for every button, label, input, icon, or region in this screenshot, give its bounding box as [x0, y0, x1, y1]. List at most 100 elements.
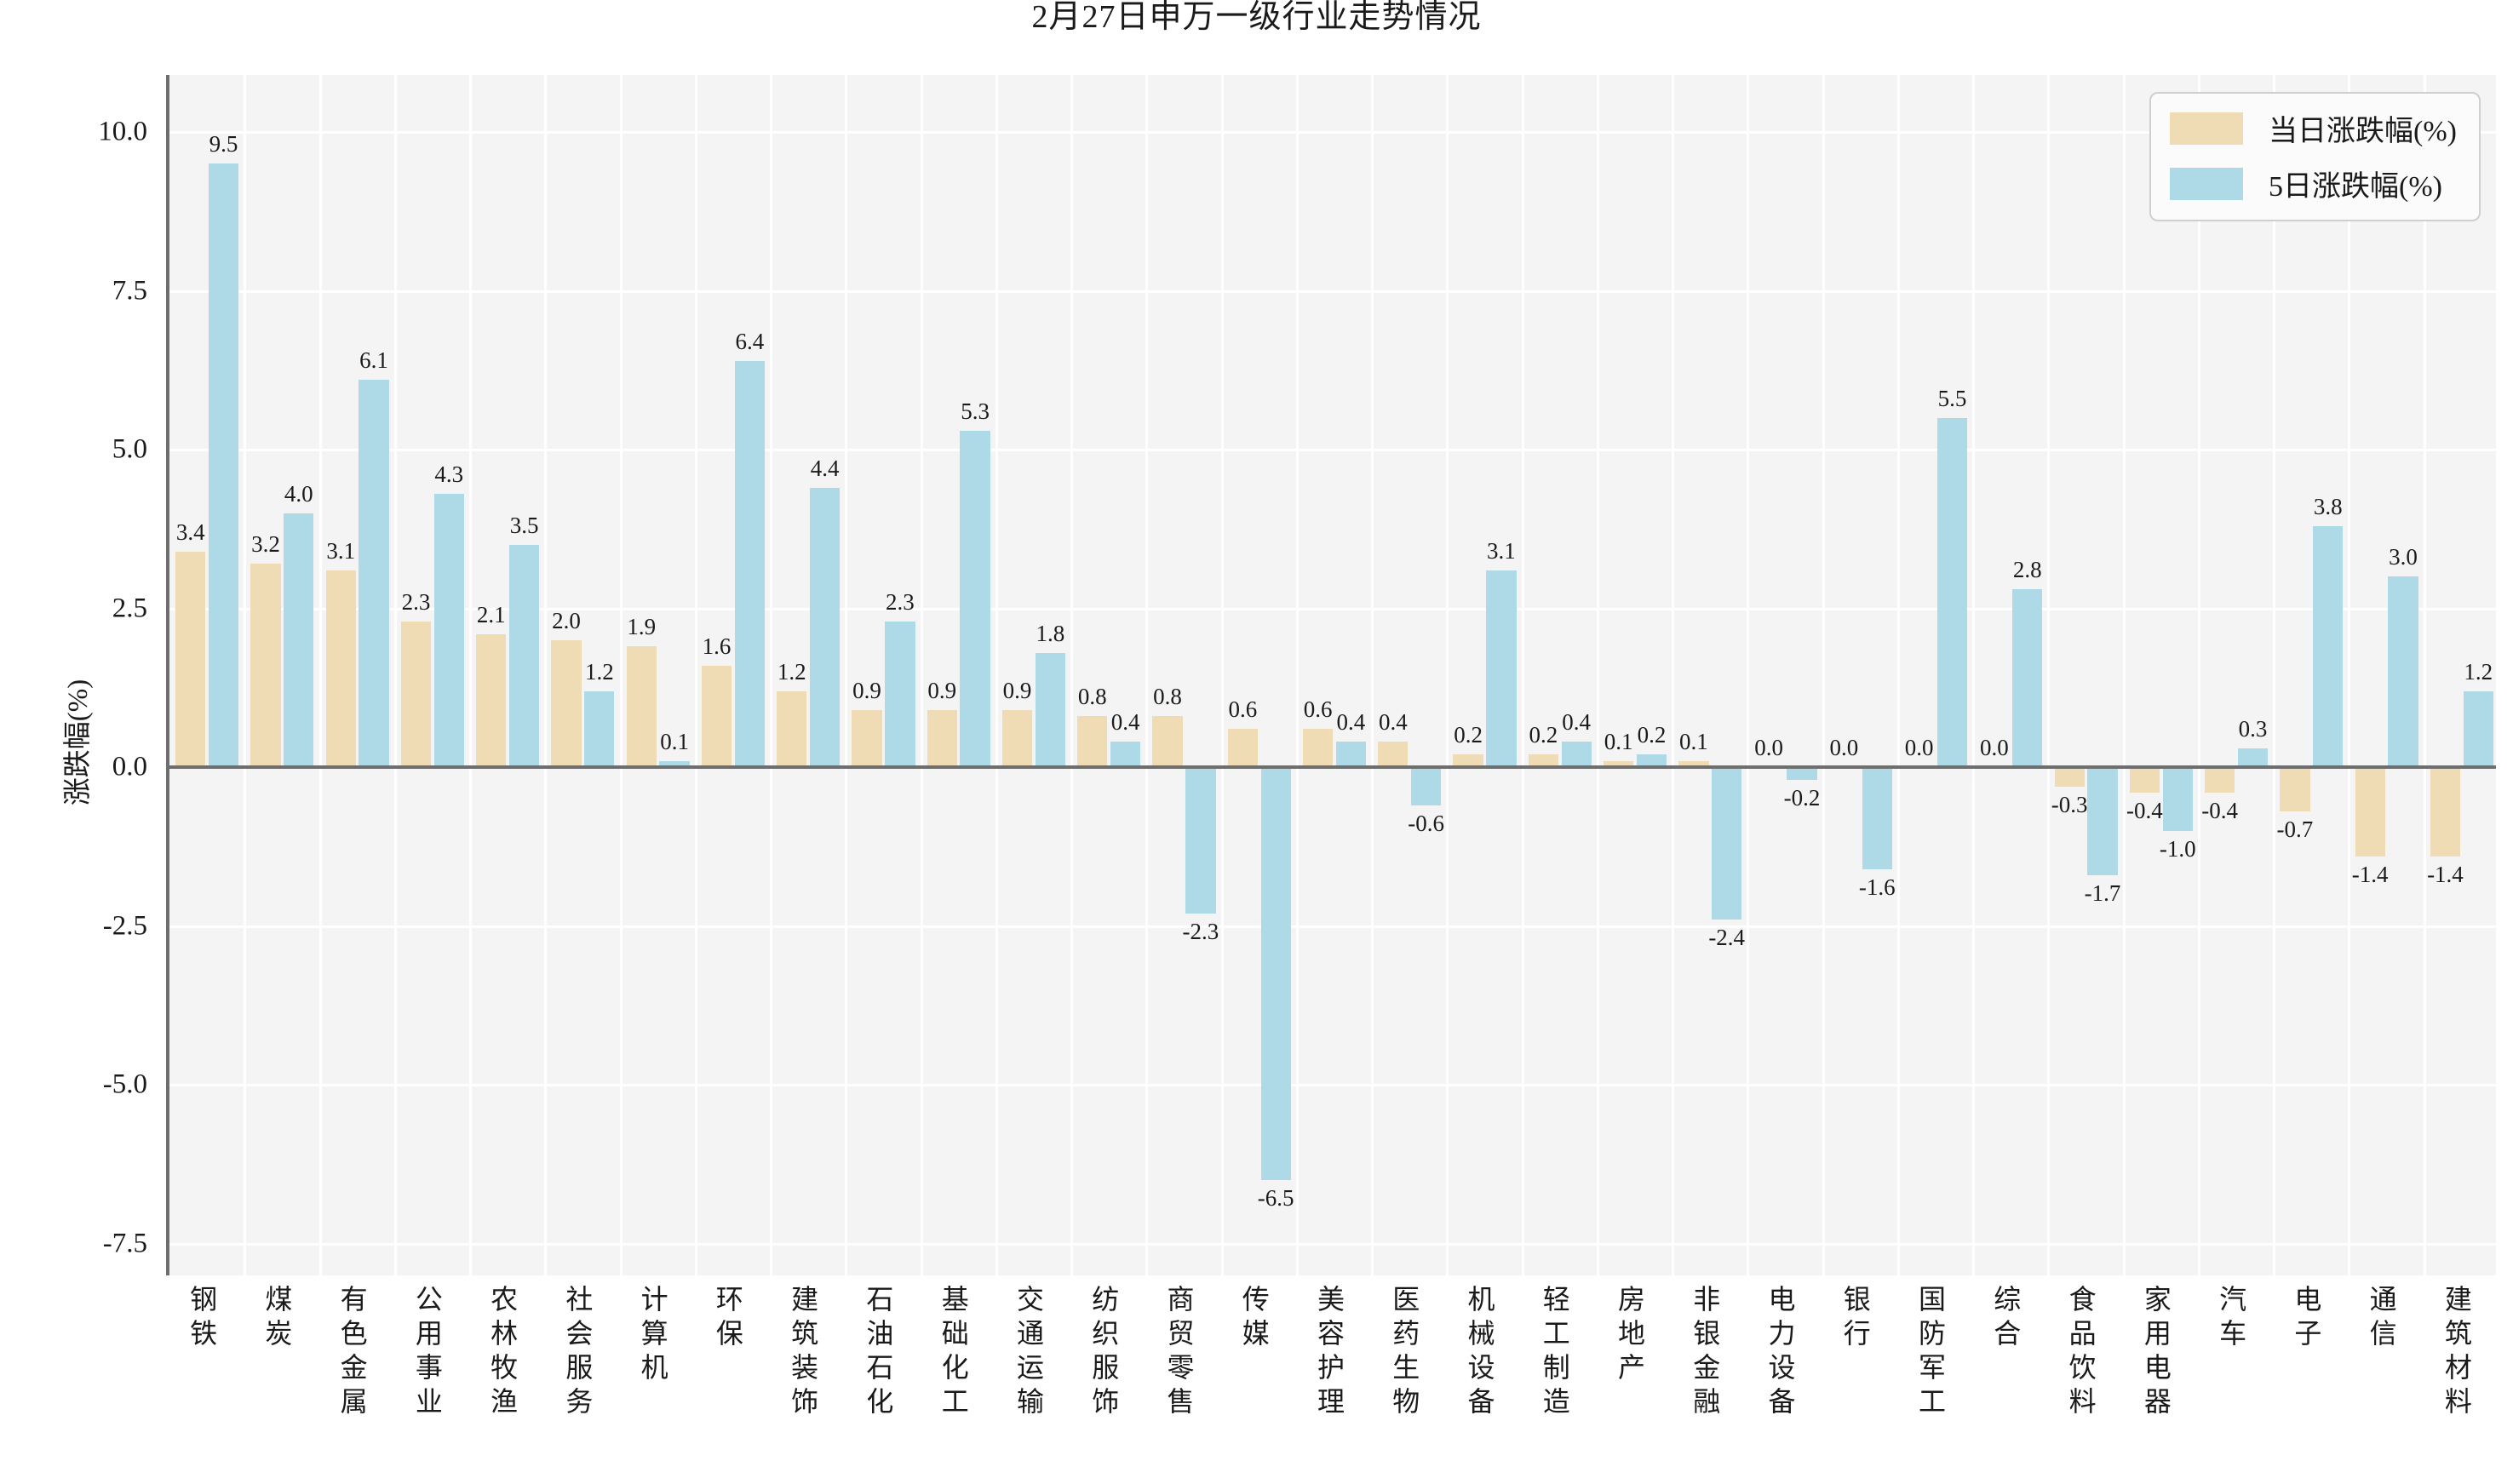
gridline-vertical	[1896, 75, 1900, 1275]
bar-five-day[interactable]	[960, 430, 990, 768]
legend-item-five-day[interactable]: 5日涨跌幅(%)	[2170, 163, 2457, 204]
bar-daily[interactable]	[2205, 767, 2235, 793]
gridline-vertical	[1446, 75, 1449, 1275]
x-tick-label: 石油石化	[866, 1284, 894, 1417]
gridline-vertical	[2348, 75, 2351, 1275]
bar-daily[interactable]	[250, 564, 281, 768]
x-tick-label: 纺织服饰	[1092, 1284, 1120, 1417]
bar-value-label: 3.4	[175, 519, 205, 545]
bar-five-day[interactable]	[2463, 690, 2493, 768]
bar-five-day[interactable]	[2087, 767, 2118, 875]
bar-daily[interactable]	[2129, 767, 2160, 793]
x-tick-label: 商贸零售	[1167, 1284, 1195, 1417]
bar-value-label: -2.3	[1182, 918, 1219, 944]
bar-daily[interactable]	[175, 551, 206, 768]
x-tick-label: 交通运输	[1016, 1284, 1044, 1417]
bar-five-day[interactable]	[2313, 525, 2344, 768]
bar-value-label: -1.4	[2427, 861, 2464, 887]
bar-five-day[interactable]	[1636, 754, 1667, 768]
bar-five-day[interactable]	[734, 360, 765, 768]
bar-five-day[interactable]	[1035, 652, 1066, 768]
legend-label-daily: 当日涨跌幅(%)	[2269, 116, 2457, 147]
bar-daily[interactable]	[1152, 716, 1183, 768]
bar-daily[interactable]	[1001, 710, 1033, 768]
bar-five-day[interactable]	[1486, 570, 1517, 768]
legend-item-daily[interactable]: 当日涨跌幅(%)	[2170, 107, 2457, 149]
bar-daily[interactable]	[626, 646, 657, 768]
x-tick-label: 国防军工	[1919, 1284, 1947, 1417]
bar-daily[interactable]	[927, 710, 957, 768]
bar-five-day[interactable]	[584, 690, 615, 768]
bar-five-day[interactable]	[508, 545, 540, 768]
bar-daily[interactable]	[1678, 760, 1709, 768]
bar-five-day[interactable]	[208, 163, 239, 768]
bar-daily[interactable]	[1378, 742, 1409, 768]
bar-five-day[interactable]	[2012, 589, 2043, 768]
bar-five-day[interactable]	[359, 380, 389, 768]
gridline-vertical	[920, 75, 923, 1275]
x-tick-label: 电力设备	[1768, 1284, 1796, 1417]
bar-five-day[interactable]	[1787, 767, 1817, 781]
bar-five-day[interactable]	[1561, 742, 1592, 768]
bar-daily[interactable]	[2355, 767, 2385, 857]
bar-value-label: 0.1	[1604, 728, 1633, 754]
x-tick-label: 钢铁	[190, 1284, 218, 1349]
bar-five-day[interactable]	[1862, 767, 1892, 869]
x-tick-label: 非银金融	[1693, 1284, 1721, 1417]
bar-daily[interactable]	[551, 639, 582, 768]
bar-value-label: -0.7	[2276, 816, 2314, 843]
bar-five-day[interactable]	[2388, 576, 2418, 768]
y-tick-label: 7.5	[112, 275, 147, 307]
bar-value-label: 0.1	[1678, 728, 1708, 754]
bar-five-day[interactable]	[1185, 767, 1216, 914]
bar-daily[interactable]	[777, 690, 807, 768]
gridline-horizontal	[169, 1084, 2496, 1087]
bar-value-label: 0.2	[1529, 722, 1558, 748]
x-tick-label: 轻工制造	[1542, 1284, 1570, 1417]
gridline-vertical	[2197, 75, 2200, 1275]
bar-five-day[interactable]	[2162, 767, 2193, 831]
x-tick-label: 有色金属	[340, 1284, 368, 1417]
bar-value-label: 0.3	[2238, 715, 2268, 742]
bar-daily[interactable]	[1302, 729, 1334, 768]
bar-daily[interactable]	[1077, 716, 1108, 768]
bar-daily[interactable]	[852, 710, 882, 768]
y-tick-label: 2.5	[112, 593, 147, 624]
bar-five-day[interactable]	[1936, 417, 1968, 768]
bar-value-label: 3.1	[326, 537, 356, 564]
bar-five-day[interactable]	[1712, 767, 1742, 920]
bar-value-label: 2.8	[2012, 557, 2042, 583]
bar-five-day[interactable]	[1260, 767, 1291, 1181]
bar-five-day[interactable]	[1411, 767, 1442, 805]
bar-daily[interactable]	[400, 621, 432, 768]
bar-five-day[interactable]	[809, 487, 841, 768]
bar-value-label: 5.5	[1937, 385, 1967, 411]
bar-daily[interactable]	[325, 570, 356, 768]
bar-five-day[interactable]	[433, 494, 464, 768]
bar-value-label: 0.2	[1637, 722, 1667, 748]
bar-daily[interactable]	[701, 665, 732, 768]
bar-five-day[interactable]	[1335, 742, 1367, 768]
bar-daily[interactable]	[2430, 767, 2461, 857]
bar-value-label: 5.3	[961, 398, 990, 424]
bar-daily[interactable]	[1453, 754, 1483, 768]
gridline-vertical	[2047, 75, 2051, 1275]
bar-daily[interactable]	[1227, 729, 1258, 768]
bar-daily[interactable]	[476, 633, 507, 768]
bar-daily[interactable]	[2054, 767, 2085, 787]
bar-five-day[interactable]	[885, 621, 915, 768]
bar-five-day[interactable]	[2237, 748, 2269, 768]
gridline-vertical	[1371, 75, 1374, 1275]
bar-value-label: 9.5	[209, 131, 238, 158]
bar-five-day[interactable]	[659, 760, 690, 768]
chart-legend[interactable]: 当日涨跌幅(%) 5日涨跌幅(%)	[2149, 92, 2481, 221]
bar-five-day[interactable]	[284, 513, 314, 768]
bar-five-day[interactable]	[1110, 742, 1141, 768]
bar-daily[interactable]	[1603, 760, 1634, 768]
bar-daily[interactable]	[1528, 754, 1558, 768]
gridline-horizontal	[169, 1242, 2496, 1246]
x-tick-label: 环保	[715, 1284, 743, 1349]
bar-daily[interactable]	[2280, 767, 2310, 812]
x-tick-label: 家用电器	[2143, 1284, 2172, 1417]
gridline-vertical	[2423, 75, 2426, 1275]
